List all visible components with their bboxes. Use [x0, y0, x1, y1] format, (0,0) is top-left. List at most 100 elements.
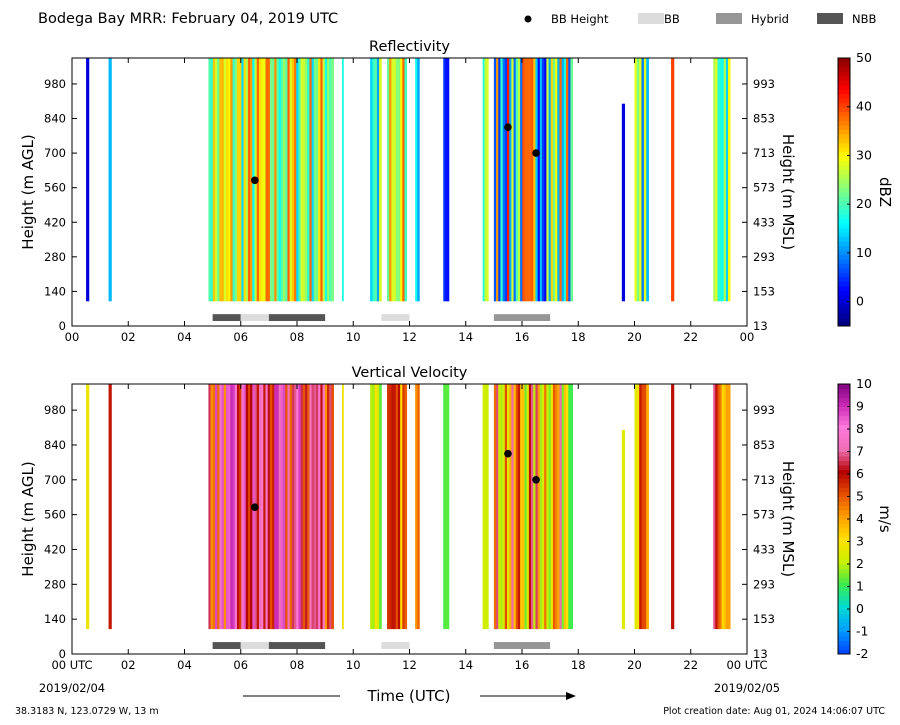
heatmap-column [387, 58, 390, 302]
heatmap-column [228, 384, 231, 630]
heatmap-column [370, 58, 373, 302]
colorbar-segment [838, 640, 850, 646]
location-text: 38.3183 N, 123.0729 W, 13 m [15, 706, 159, 717]
colorbar-segment [838, 156, 850, 162]
heatmap-column [294, 58, 297, 302]
heatmap-column [522, 58, 525, 302]
heatmap-column [305, 58, 308, 302]
heatmap-column [311, 384, 315, 630]
panel-title: Vertical Velocity [352, 365, 468, 381]
heatmap-column [234, 58, 238, 302]
x-tick-label: 18 [571, 658, 586, 672]
x-tick-label: 14 [458, 330, 473, 344]
colorbar-segment [838, 582, 850, 587]
y-tick-label-right: 573 [753, 508, 775, 522]
colorbar-segment [838, 294, 850, 300]
heatmap-column [636, 58, 640, 302]
heatmap-column [715, 384, 718, 630]
heatmap-column [728, 384, 731, 630]
colorbar-segment [838, 492, 850, 497]
colorbar-segment [838, 312, 850, 318]
heatmap-column [389, 384, 392, 630]
colorbar-segment [838, 93, 850, 99]
heatmap-column [713, 384, 716, 630]
heatmap-column [285, 384, 288, 630]
colorbar-segment [838, 429, 850, 434]
colorbar-segment [838, 151, 850, 157]
y-tick-label-right: 293 [753, 250, 775, 264]
colorbar-segment [838, 433, 850, 439]
heatmap-column [417, 384, 420, 630]
heatmap-column [513, 384, 517, 630]
y-tick-label-left: 280 [44, 577, 66, 591]
heatmap-column [234, 384, 238, 630]
colorbar-segment [838, 75, 850, 81]
bb-height-point [251, 503, 259, 511]
heatmap-column [550, 58, 554, 302]
heatmap-column [511, 58, 514, 302]
x-tick-label: 12 [402, 330, 417, 344]
x-tick-label: 06 [233, 658, 248, 672]
heatmap-column [417, 58, 420, 302]
x-tick-label: 00 [65, 330, 80, 344]
heatmap-column [296, 58, 299, 302]
heatmap-column [546, 58, 549, 302]
heatmap-column [294, 384, 297, 630]
heatmap-column [526, 58, 530, 302]
colorbar-segment [838, 245, 850, 251]
heatmap-column [298, 384, 302, 630]
y-tick-label-right: 993 [753, 403, 775, 417]
heatmap-column [723, 384, 727, 630]
colorbar-segment [838, 138, 850, 144]
heatmap-column [520, 58, 523, 302]
heatmap-column [533, 384, 536, 630]
heatmap-column [217, 58, 220, 302]
heatmap-column [326, 58, 330, 302]
x-axis-label: Time (UTC) [367, 687, 451, 705]
heatmap-column [504, 58, 508, 302]
colorbar-segment [838, 645, 850, 650]
heatmap-column [528, 58, 532, 302]
colorbar-frame [837, 57, 851, 327]
y-tick-label-left: 140 [44, 284, 66, 298]
heatmap-column [524, 384, 528, 630]
heatmap-column [212, 384, 216, 630]
heatmap-column [566, 384, 569, 630]
heatmap-column [221, 384, 225, 630]
legend-label: NBB [852, 12, 876, 26]
colorbar-segment [838, 550, 850, 556]
heatmap-column [559, 58, 563, 302]
colorbar-segment [838, 89, 850, 95]
colorbar-label: dBZ [876, 177, 894, 207]
heatmap-column [447, 58, 450, 302]
y-tick-label-right: 13 [753, 647, 768, 661]
x-tick-label: 08 [290, 330, 305, 344]
colorbar-segment [838, 496, 850, 502]
heatmap-column [331, 384, 334, 630]
figure-title: Bodega Bay MRR: February 04, 2019 UTC [38, 11, 338, 27]
colorbar-segment [838, 420, 850, 425]
colorbar-segment [838, 636, 850, 641]
heatmap-column [342, 384, 344, 630]
colorbar-segment [838, 631, 850, 637]
heatmap-column [509, 58, 512, 302]
x-tick-label: 22 [683, 330, 698, 344]
colorbar-segment [838, 532, 850, 538]
colorbar-tick-label: 2 [856, 556, 864, 571]
heatmap-column [535, 384, 539, 630]
heatmap-column [400, 384, 403, 630]
heatmap-column [287, 384, 291, 630]
colorbar-segment [838, 442, 850, 448]
heatmap-column [568, 384, 571, 630]
colorbar-segment [838, 505, 850, 511]
heatmap-column [493, 58, 497, 302]
colorbar-segment [838, 299, 850, 305]
heatmap-column [280, 384, 284, 630]
colorbar-tick-label: 0 [856, 294, 864, 309]
colorbar-segment [838, 609, 850, 614]
heatmap-column [511, 384, 514, 630]
heatmap-column [291, 384, 295, 630]
x-tick-label: 16 [515, 658, 530, 672]
colorbar-segment [838, 397, 850, 403]
classification-bar-bb [240, 314, 269, 321]
